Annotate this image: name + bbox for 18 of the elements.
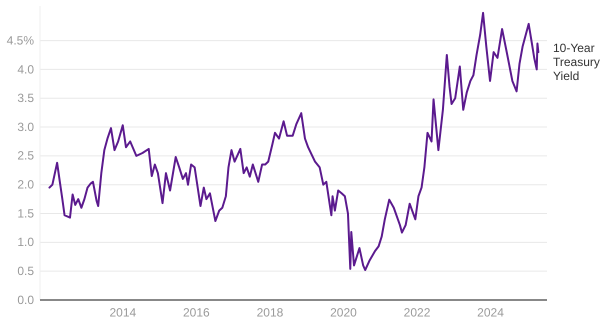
x-tick-label: 2024 — [477, 306, 504, 320]
y-tick-label: 4.0 — [17, 62, 34, 76]
y-tick-label: 4.5% — [6, 33, 34, 48]
y-tick-label: 2.0 — [17, 178, 34, 192]
y-tick-label: 2.5 — [17, 148, 34, 163]
y-tick-label: 3.0 — [17, 120, 34, 134]
x-tick-label: 2018 — [256, 306, 284, 320]
y-tick-label: 0.5 — [17, 264, 34, 278]
y-tick-label: 1.5 — [17, 206, 34, 220]
line-series — [48, 12, 540, 272]
x-tick-label: 2022 — [404, 306, 431, 320]
x-tick-label: 2014 — [110, 306, 137, 320]
y-tick-label: 3.5 — [17, 91, 34, 106]
y-tick-label: 0.0 — [17, 292, 34, 307]
y-tick-label: 1.0 — [17, 235, 34, 250]
series-label: 10-Year Treasury Yield — [553, 41, 600, 83]
x-tick-label: 2020 — [330, 306, 358, 320]
x-tick-label: 2016 — [182, 306, 210, 320]
